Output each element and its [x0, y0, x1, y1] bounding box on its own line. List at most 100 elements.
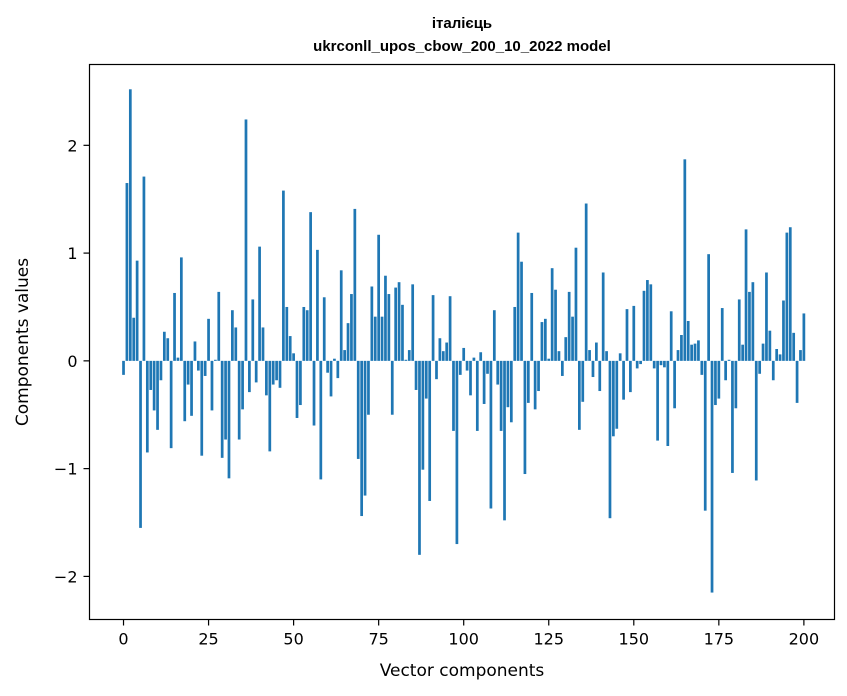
bar-49 [288, 336, 292, 361]
bar-198 [795, 360, 799, 403]
bar-87 [418, 360, 421, 555]
bar-88 [421, 360, 425, 470]
bar-57 [316, 249, 319, 361]
bar-180 [734, 360, 738, 409]
bar-144 [612, 360, 615, 437]
bar-158 [659, 360, 663, 366]
bar-171 [703, 360, 707, 511]
x-tick-label: 150 [619, 630, 650, 649]
bar-15 [173, 292, 176, 361]
bar-98 [455, 360, 459, 545]
bar-74 [373, 316, 377, 361]
bar-147 [622, 360, 625, 400]
bar-45 [275, 360, 278, 381]
bar-63 [336, 360, 340, 379]
bar-24 [203, 360, 207, 376]
bar-9 [152, 360, 156, 411]
bar-109 [492, 310, 496, 361]
bar-122 [537, 360, 540, 392]
bar-172 [707, 254, 710, 361]
bar-176 [720, 308, 724, 361]
bar-137 [588, 350, 591, 361]
bar-91 [431, 295, 435, 361]
bar-19 [186, 360, 190, 385]
bar-89 [424, 360, 428, 399]
bar-114 [509, 360, 513, 423]
bar-1 [125, 183, 129, 361]
bar-35 [241, 360, 244, 410]
x-tick-label: 50 [283, 630, 303, 649]
bar-70 [360, 360, 364, 517]
bar-107 [486, 360, 489, 374]
bar-90 [428, 360, 432, 501]
bar-187 [758, 360, 762, 374]
bar-43 [268, 360, 272, 452]
bar-166 [686, 320, 690, 361]
bar-36 [244, 119, 248, 361]
bar-126 [550, 268, 554, 361]
bar-13 [166, 338, 170, 361]
bar-143 [608, 360, 612, 519]
bar-46 [278, 360, 282, 388]
bar-112 [503, 360, 506, 521]
bar-151 [635, 360, 639, 369]
bar-99 [458, 360, 462, 375]
bar-128 [557, 351, 561, 361]
y-tick-label: 0 [67, 352, 77, 371]
bar-29 [220, 360, 224, 458]
bar-28 [217, 291, 221, 361]
bar-33 [234, 327, 238, 361]
bar-27 [214, 359, 217, 361]
bar-150 [632, 305, 636, 361]
x-tick-label: 175 [704, 630, 735, 649]
bar-79 [390, 360, 394, 415]
bar-132 [571, 316, 574, 361]
bar-131 [567, 291, 571, 361]
x-axis: 0 25 50 75 100 125 150 175 200 [118, 619, 820, 649]
bar-174 [714, 360, 717, 406]
bar-146 [618, 353, 622, 361]
bar-154 [646, 280, 649, 361]
bar-121 [533, 360, 537, 410]
chart-title-line2: ukrconll_upos_cbow_200_10_2022 model [313, 38, 611, 55]
y-tick-label: 1 [67, 244, 77, 263]
bar-155 [649, 284, 653, 361]
bar-179 [731, 360, 734, 473]
bar-96 [448, 296, 452, 361]
bar-41 [261, 327, 265, 361]
bar-175 [717, 360, 721, 399]
bar-97 [452, 360, 455, 431]
x-axis-label: Vector components [380, 661, 545, 681]
bar-92 [435, 360, 438, 380]
bar-195 [785, 232, 789, 361]
bar-86 [414, 360, 418, 390]
bar-165 [683, 159, 687, 361]
bar-200 [802, 313, 806, 361]
bar-44 [271, 360, 275, 385]
bar-138 [591, 360, 595, 378]
bar-77 [384, 275, 387, 361]
bar-3 [132, 317, 136, 361]
bar-17 [179, 257, 183, 361]
bar-81 [397, 282, 401, 361]
bar-125 [547, 358, 551, 361]
bar-16 [176, 357, 180, 361]
bar-0 [122, 360, 125, 375]
bar-55 [309, 212, 312, 361]
bar-7 [145, 360, 149, 453]
bar-149 [629, 360, 632, 393]
bar-135 [581, 360, 585, 402]
x-tick-label: 200 [789, 630, 820, 649]
bar-78 [387, 294, 391, 361]
bar-115 [513, 306, 517, 361]
bar-61 [329, 360, 333, 397]
bar-106 [482, 360, 486, 404]
bar-156 [652, 360, 656, 369]
bar-145 [615, 360, 619, 429]
bar-129 [560, 360, 564, 376]
x-tick-label: 75 [368, 630, 388, 649]
bar-134 [578, 360, 581, 430]
x-tick-label: 25 [198, 630, 218, 649]
bar-40 [258, 246, 261, 361]
